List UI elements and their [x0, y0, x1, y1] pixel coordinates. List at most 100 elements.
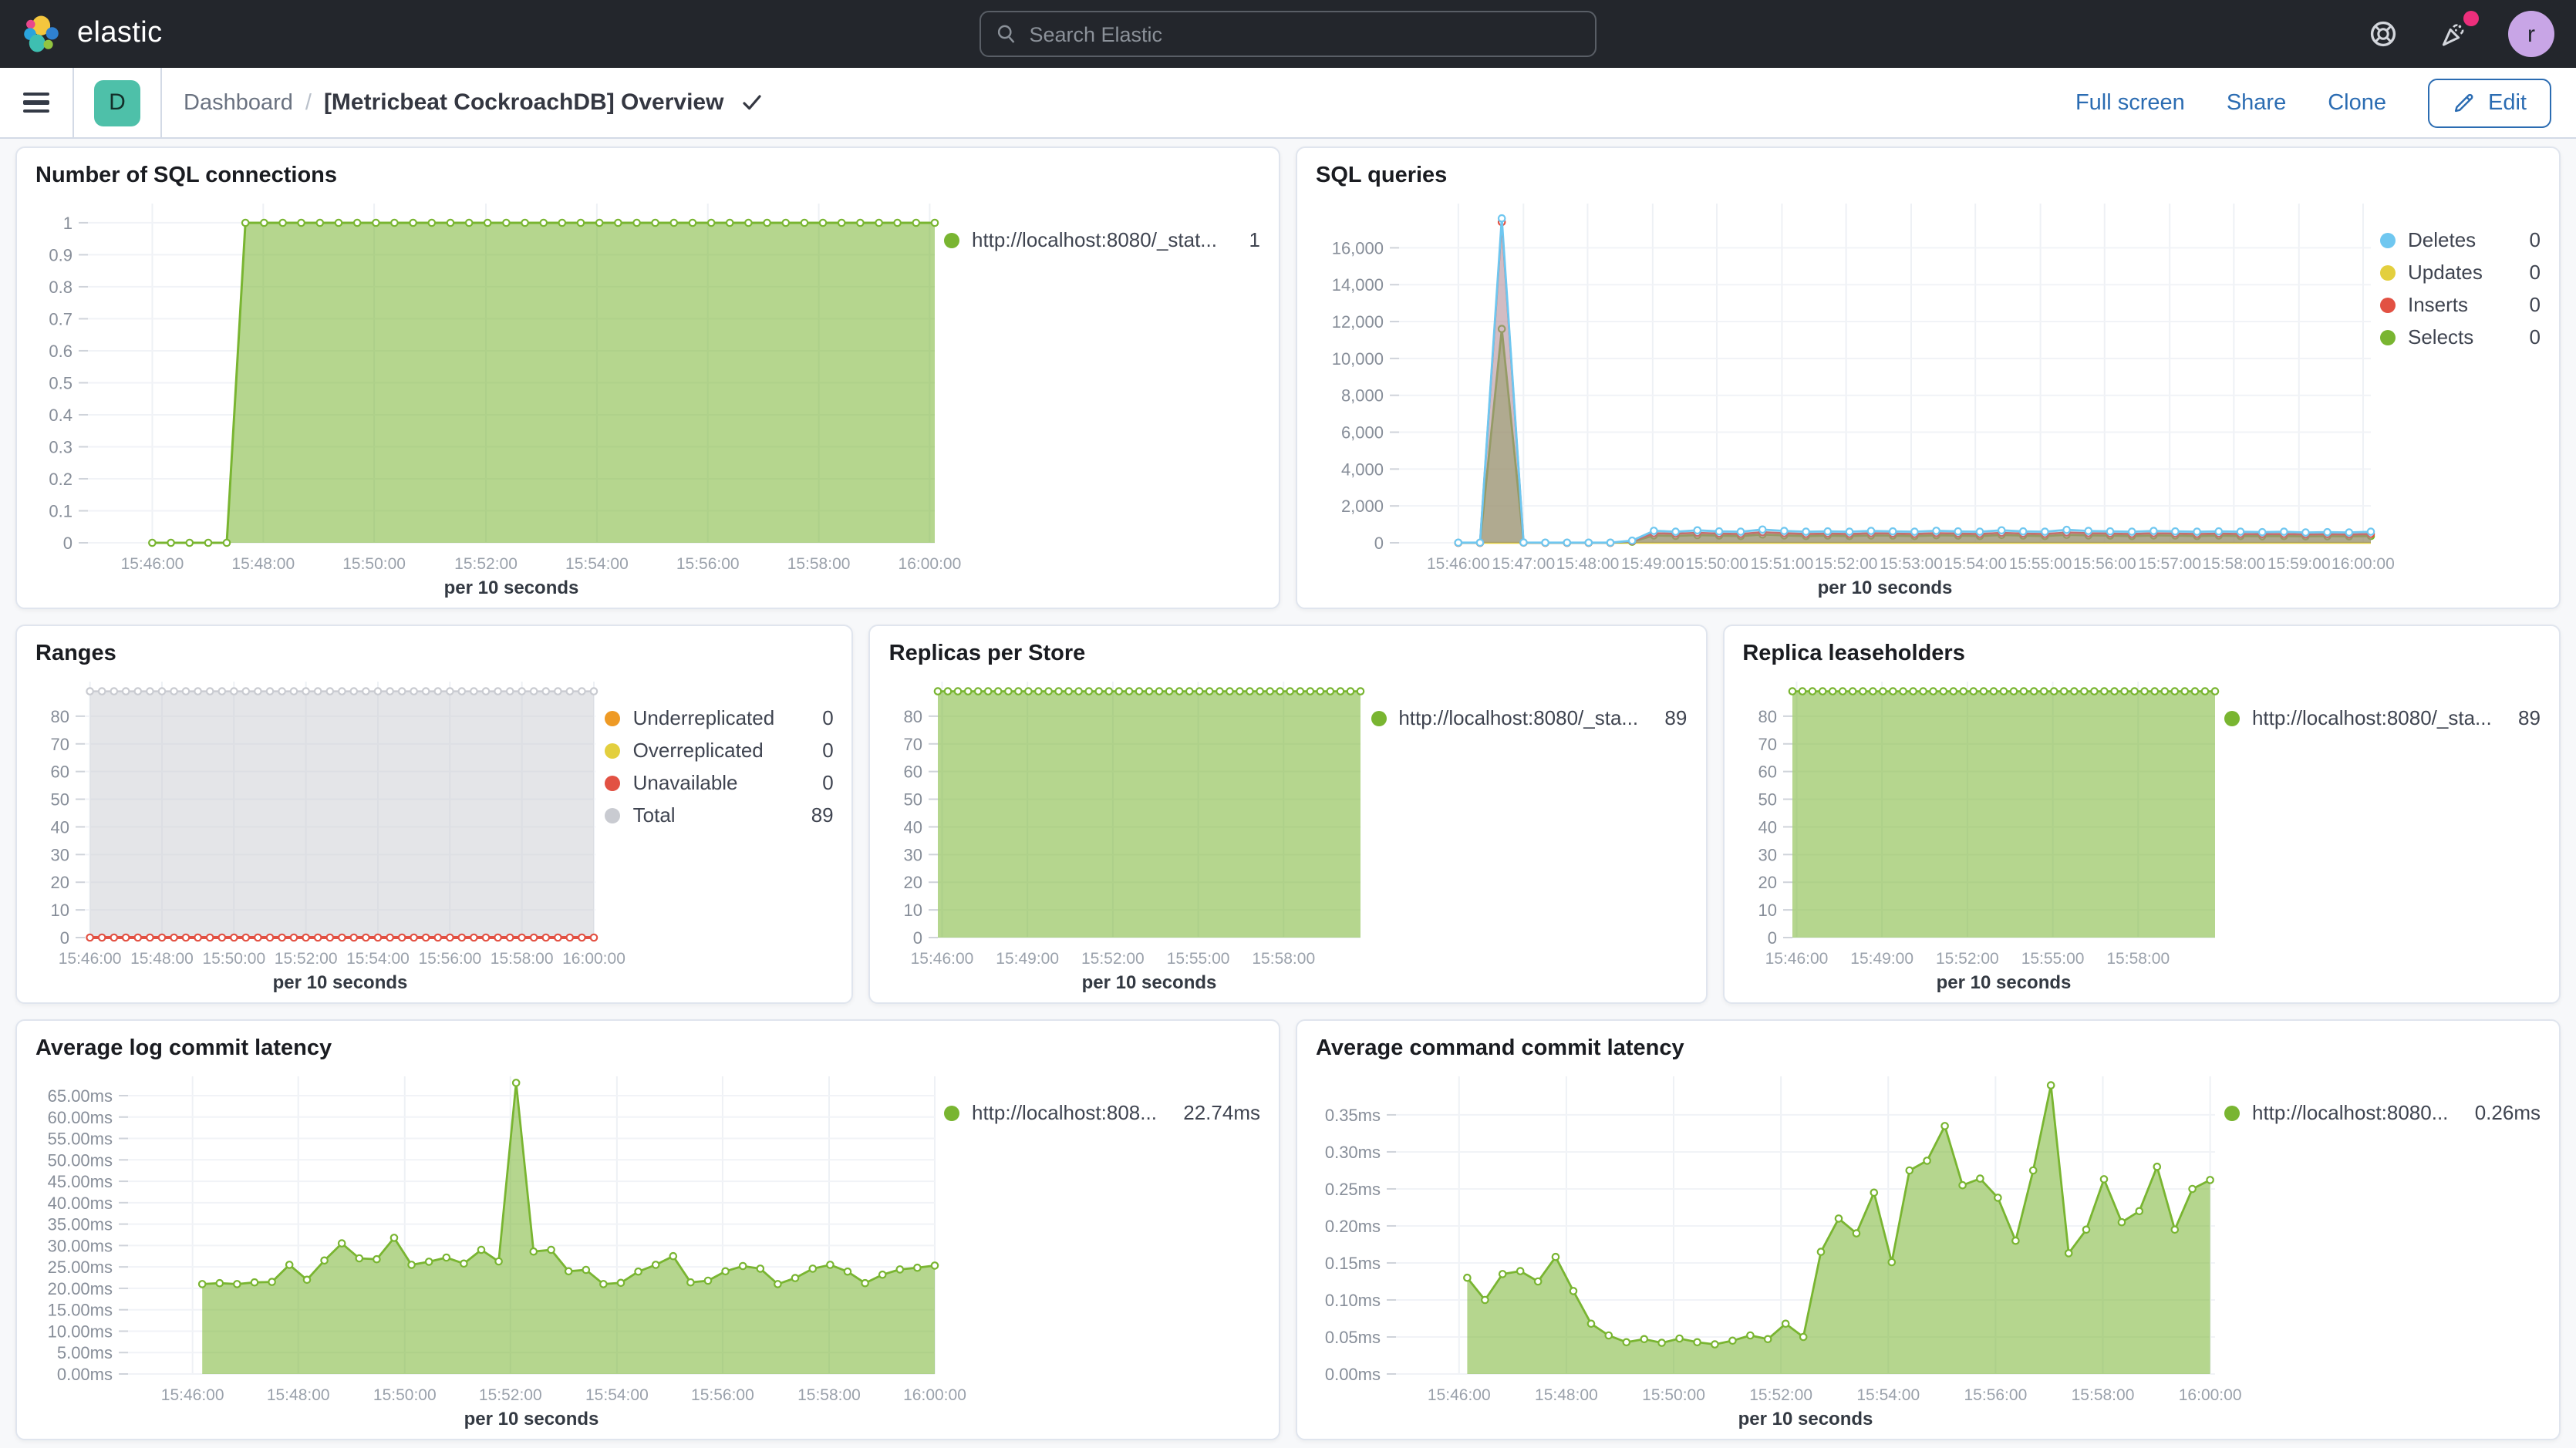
- replica-leaseholders-chart[interactable]: 15:46:00 15:49:00 15:52:00 15:55:00 15:58:00…: [1742, 669, 2224, 993]
- legend-item[interactable]: Inserts 0: [2380, 293, 2541, 316]
- breadcrumb-separator: /: [305, 90, 312, 115]
- legend-item[interactable]: http://localhost:808... 22.74ms: [944, 1101, 1260, 1124]
- news-feed-button[interactable]: [2437, 11, 2479, 51]
- svg-text:45.00ms: 45.00ms: [48, 1172, 113, 1191]
- svg-text:15:55:00: 15:55:00: [1167, 950, 1230, 968]
- ranges-chart[interactable]: 15:46:00 15:48:00 15:50:00 15:52:00 15:54:00…: [35, 669, 625, 993]
- legend-item[interactable]: Updates 0: [2380, 261, 2541, 284]
- svg-text:0.15ms: 0.15ms: [1325, 1254, 1381, 1273]
- panel-average-command-commit-latency: Average command commit latency 15:46:00 1…: [1296, 1019, 2561, 1440]
- legend-label: Inserts: [2408, 293, 2469, 316]
- svg-text:15:56:00: 15:56:00: [1964, 1386, 2028, 1404]
- legend-color-dot: [2380, 329, 2396, 345]
- breadcrumb-dashboard-link[interactable]: Dashboard: [184, 90, 293, 115]
- svg-text:15:56:00: 15:56:00: [2073, 555, 2136, 573]
- legend-item[interactable]: Total 89: [605, 803, 834, 827]
- svg-text:0.30ms: 0.30ms: [1325, 1143, 1381, 1162]
- log-commit-latency-chart[interactable]: 15:46:00 15:48:00 15:50:00 15:52:00 15:54:00…: [35, 1064, 966, 1429]
- legend-value: 0: [822, 706, 834, 729]
- svg-text:0.10ms: 0.10ms: [1325, 1291, 1381, 1310]
- legend-value: 89: [2518, 706, 2541, 729]
- share-button[interactable]: Share: [2226, 90, 2287, 115]
- legend-item[interactable]: Overreplicated 0: [605, 739, 834, 762]
- edit-button[interactable]: Edit: [2428, 78, 2551, 127]
- legend-item[interactable]: Underreplicated 0: [605, 706, 834, 729]
- page-title: [Metricbeat CockroachDB] Overview: [323, 89, 724, 116]
- svg-text:15:58:00: 15:58:00: [787, 555, 851, 573]
- svg-text:0.00ms: 0.00ms: [1325, 1365, 1381, 1384]
- svg-text:80: 80: [1758, 707, 1776, 726]
- legend-value: 89: [1664, 706, 1688, 729]
- legend-label: Deletes: [2408, 228, 2477, 251]
- svg-text:15:52:00: 15:52:00: [275, 950, 338, 968]
- clone-button[interactable]: Clone: [2328, 90, 2386, 115]
- svg-text:25.00ms: 25.00ms: [48, 1258, 113, 1277]
- svg-text:10,000: 10,000: [1332, 349, 1384, 369]
- svg-text:20.00ms: 20.00ms: [48, 1279, 113, 1298]
- svg-text:0.00ms: 0.00ms: [57, 1365, 113, 1384]
- svg-text:15:52:00: 15:52:00: [1935, 950, 1998, 968]
- elastic-logo-icon: [24, 15, 59, 52]
- svg-text:0.1: 0.1: [49, 501, 72, 520]
- legend-item[interactable]: http://localhost:8080/_sta... 89: [2224, 706, 2541, 729]
- legend-color-dot: [605, 743, 621, 758]
- help-button[interactable]: [2366, 17, 2400, 51]
- sql-connections-chart[interactable]: 15:46:00 15:48:00 15:50:00 15:52:00 15:54:00…: [35, 191, 961, 598]
- panel-title: Average log commit latency: [35, 1036, 332, 1061]
- title-caret-button[interactable]: [742, 94, 762, 111]
- legend-item[interactable]: Selects 0: [2380, 325, 2541, 349]
- replicas-per-store-chart[interactable]: 15:46:00 15:49:00 15:52:00 15:55:00 15:58:00…: [889, 669, 1371, 993]
- svg-text:15:46:00: 15:46:00: [161, 1386, 224, 1404]
- legend-item[interactable]: http://localhost:8080/_stat... 1: [944, 228, 1260, 251]
- legend-value: 22.74ms: [1183, 1101, 1260, 1124]
- svg-text:15:48:00: 15:48:00: [130, 950, 194, 968]
- panel-title: SQL queries: [1316, 163, 1448, 188]
- chart-legend: http://localhost:8080/_sta... 89: [1371, 669, 1687, 993]
- svg-text:65.00ms: 65.00ms: [48, 1086, 113, 1106]
- svg-text:20: 20: [51, 873, 69, 892]
- legend-color-dot: [605, 775, 621, 790]
- svg-text:1: 1: [63, 214, 72, 233]
- toolbar-actions: Full screen Share Clone Edit: [2075, 78, 2576, 127]
- sql-queries-chart[interactable]: 15:46:00 15:47:00 15:48:00 15:49:00 15:50:00…: [1316, 191, 2395, 598]
- svg-text:per 10 seconds: per 10 seconds: [444, 578, 579, 598]
- svg-text:0.2: 0.2: [49, 470, 72, 489]
- svg-text:15:46:00: 15:46:00: [1427, 555, 1490, 573]
- command-commit-latency-chart[interactable]: 15:46:00 15:48:00 15:50:00 15:52:00 15:54:00…: [1316, 1064, 2242, 1429]
- svg-text:40: 40: [51, 817, 69, 837]
- svg-text:15:53:00: 15:53:00: [1880, 555, 1943, 573]
- svg-text:16:00:00: 16:00:00: [903, 1386, 966, 1404]
- legend-item[interactable]: Deletes 0: [2380, 228, 2541, 251]
- svg-text:0: 0: [60, 928, 69, 948]
- legend-color-dot: [2224, 1105, 2240, 1120]
- svg-text:40: 40: [904, 817, 922, 837]
- legend-item[interactable]: http://localhost:8080/_sta... 89: [1371, 706, 1687, 729]
- panel-average-log-commit-latency: Average log commit latency 15:46:00 15:48…: [15, 1019, 1280, 1440]
- svg-text:50: 50: [51, 790, 69, 810]
- svg-text:40: 40: [1758, 817, 1776, 837]
- svg-text:15:47:00: 15:47:00: [1492, 555, 1555, 573]
- dashboard-app-badge[interactable]: D: [94, 79, 140, 126]
- svg-text:20: 20: [904, 873, 922, 892]
- svg-text:15:58:00: 15:58:00: [2202, 555, 2265, 573]
- elastic-logo[interactable]: elastic: [22, 13, 163, 55]
- panel-number-of-sql-connections: Number of SQL connections 15:46:00 15:48:…: [15, 146, 1280, 609]
- global-search[interactable]: [979, 11, 1597, 57]
- svg-text:15:46:00: 15:46:00: [59, 950, 122, 968]
- full-screen-button[interactable]: Full screen: [2075, 90, 2185, 115]
- legend-item[interactable]: http://localhost:8080... 0.26ms: [2224, 1101, 2541, 1124]
- svg-text:15:48:00: 15:48:00: [1556, 555, 1620, 573]
- svg-text:15:54:00: 15:54:00: [565, 555, 629, 573]
- legend-label: Underreplicated: [632, 706, 775, 729]
- panel-title: Replica leaseholders: [1742, 641, 1965, 666]
- legend-item[interactable]: Unavailable 0: [605, 771, 834, 794]
- legend-color-dot: [605, 710, 621, 726]
- user-avatar[interactable]: r: [2508, 11, 2554, 57]
- svg-text:16,000: 16,000: [1332, 238, 1384, 258]
- menu-button[interactable]: [0, 92, 72, 113]
- svg-text:15:56:00: 15:56:00: [691, 1386, 754, 1404]
- svg-text:15:49:00: 15:49:00: [996, 950, 1060, 968]
- panel-ranges: Ranges 15:46:00 15:48:00 15:50:00 15:52:00 1…: [15, 625, 854, 1004]
- svg-text:15:52:00: 15:52:00: [454, 555, 518, 573]
- search-input[interactable]: [1029, 22, 1580, 45]
